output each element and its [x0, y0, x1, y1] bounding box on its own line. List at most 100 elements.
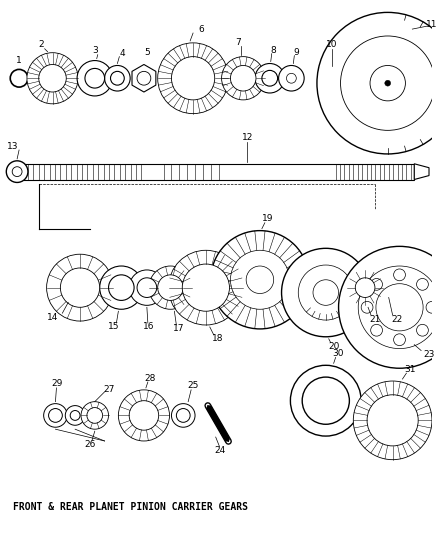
Circle shape [215, 273, 226, 285]
Circle shape [282, 248, 370, 337]
Text: 15: 15 [108, 322, 119, 332]
Text: FRONT & REAR PLANET PINION CARRIER GEARS: FRONT & REAR PLANET PINION CARRIER GEARS [13, 502, 248, 512]
Text: 4: 4 [120, 49, 125, 58]
Text: 30: 30 [332, 349, 343, 358]
Circle shape [129, 270, 165, 305]
Circle shape [361, 301, 373, 313]
Circle shape [385, 80, 391, 86]
Circle shape [44, 403, 67, 427]
Circle shape [149, 266, 192, 309]
Text: 19: 19 [262, 214, 274, 223]
Circle shape [394, 334, 406, 345]
Circle shape [376, 284, 423, 331]
Circle shape [129, 401, 159, 430]
Circle shape [118, 390, 170, 441]
Circle shape [70, 278, 90, 297]
Text: 18: 18 [212, 334, 223, 343]
Text: 12: 12 [241, 133, 253, 142]
Circle shape [177, 409, 190, 422]
Text: 31: 31 [405, 365, 416, 374]
Circle shape [417, 325, 428, 336]
Circle shape [339, 246, 438, 368]
Circle shape [246, 266, 274, 294]
Circle shape [290, 365, 361, 436]
Circle shape [185, 273, 197, 285]
Circle shape [45, 70, 60, 86]
Circle shape [27, 53, 78, 104]
Circle shape [65, 406, 85, 425]
Circle shape [370, 66, 406, 101]
Circle shape [169, 251, 243, 325]
Text: 22: 22 [391, 314, 402, 324]
Text: 20: 20 [328, 342, 339, 351]
Text: 29: 29 [52, 379, 63, 389]
Circle shape [367, 395, 418, 446]
Circle shape [181, 67, 205, 90]
Circle shape [279, 66, 304, 91]
Circle shape [417, 278, 428, 290]
Circle shape [85, 68, 105, 88]
Circle shape [60, 268, 100, 308]
Circle shape [158, 43, 229, 114]
Text: 6: 6 [198, 25, 204, 34]
Circle shape [12, 167, 22, 176]
Circle shape [109, 275, 134, 301]
Circle shape [158, 275, 183, 301]
Circle shape [87, 408, 102, 423]
Circle shape [426, 301, 438, 313]
Text: 13: 13 [7, 142, 19, 151]
Circle shape [110, 71, 124, 85]
Circle shape [313, 280, 339, 305]
Circle shape [371, 278, 382, 290]
Circle shape [355, 278, 375, 297]
Bar [23, 164, 414, 180]
Text: 7: 7 [235, 38, 241, 47]
Circle shape [347, 270, 383, 305]
Circle shape [194, 276, 218, 300]
Circle shape [171, 403, 195, 427]
Circle shape [353, 381, 432, 459]
Circle shape [171, 56, 215, 100]
Circle shape [230, 66, 256, 91]
Circle shape [81, 402, 109, 429]
Circle shape [10, 69, 28, 87]
Circle shape [255, 63, 285, 93]
Circle shape [49, 409, 62, 422]
Circle shape [137, 278, 157, 297]
Circle shape [70, 410, 80, 421]
Text: 21: 21 [369, 314, 381, 324]
Bar [318, 68, 346, 89]
Text: 26: 26 [84, 440, 95, 449]
Text: 8: 8 [271, 46, 276, 55]
Circle shape [375, 280, 391, 295]
Text: 14: 14 [47, 313, 58, 321]
Circle shape [137, 409, 151, 422]
Text: 28: 28 [144, 374, 155, 383]
Circle shape [371, 325, 382, 336]
Circle shape [200, 298, 212, 310]
Text: 11: 11 [426, 20, 438, 29]
Text: 24: 24 [214, 446, 225, 455]
Text: 23: 23 [423, 350, 434, 359]
Circle shape [6, 161, 28, 182]
Polygon shape [414, 164, 429, 180]
Polygon shape [132, 64, 156, 92]
Circle shape [394, 269, 406, 281]
Text: 2: 2 [38, 41, 43, 50]
Circle shape [46, 254, 113, 321]
Text: 9: 9 [293, 48, 299, 57]
Text: 16: 16 [143, 322, 155, 332]
Circle shape [105, 66, 130, 91]
Circle shape [222, 56, 265, 100]
Circle shape [262, 70, 278, 86]
Circle shape [302, 377, 350, 424]
Circle shape [286, 74, 296, 83]
Circle shape [77, 61, 113, 96]
Circle shape [39, 64, 66, 92]
Circle shape [317, 12, 438, 154]
Text: 27: 27 [104, 385, 115, 394]
Text: 10: 10 [326, 41, 337, 50]
Circle shape [211, 231, 309, 329]
Text: 17: 17 [173, 325, 184, 334]
Circle shape [137, 71, 151, 85]
